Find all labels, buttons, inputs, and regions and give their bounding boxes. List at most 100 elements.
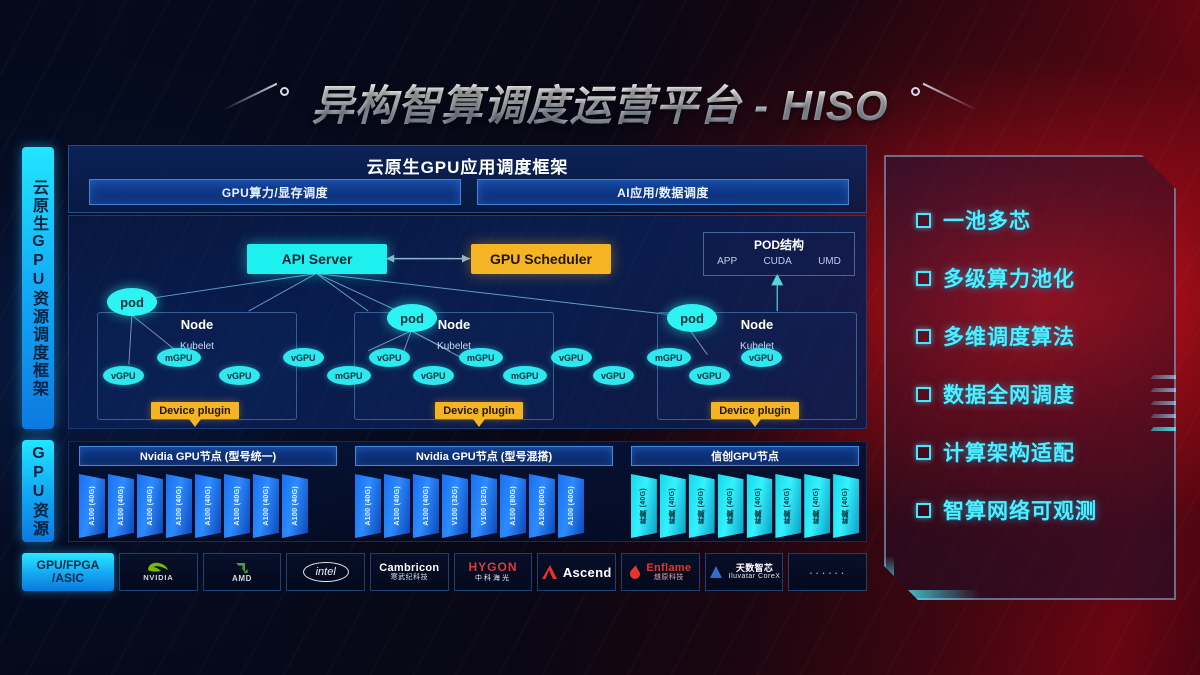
gpu-scheduler-label: GPU Scheduler bbox=[490, 251, 592, 267]
ascend-logo-icon bbox=[541, 564, 557, 579]
gpu-chip-n1-1[interactable]: vGPU bbox=[413, 366, 454, 385]
feature-item-3[interactable]: 数据全网调度 bbox=[916, 365, 1174, 423]
panel-corner-accent-vertical-icon bbox=[884, 556, 894, 590]
gpu-chip-n0-0[interactable]: vGPU bbox=[103, 366, 144, 385]
pod-layer-umd: UMD bbox=[818, 256, 841, 267]
checkbox-square-icon bbox=[916, 387, 931, 402]
device-plugin-2[interactable]: Device plugin bbox=[711, 402, 799, 419]
vendor-enflame[interactable]: Enflame 燧原科技 bbox=[621, 553, 700, 591]
checkbox-square-icon bbox=[916, 329, 931, 344]
cambricon-logo-icon: Cambricon 寒武纪科技 bbox=[379, 562, 439, 583]
pod-layer-app: APP bbox=[717, 256, 738, 267]
framework-subbar-gpu-compute[interactable]: GPU算力/显存调度 bbox=[89, 179, 461, 205]
pod-structure-box: POD结构 APP CUDA UMD bbox=[703, 232, 855, 276]
gpu-card[interactable]: A100 (40G) bbox=[253, 474, 279, 538]
vendor-ascend[interactable]: Ascend bbox=[537, 553, 617, 591]
gpu-card[interactable]: A100 (40G) bbox=[282, 474, 308, 538]
gpu-card[interactable]: A100 (40G) bbox=[79, 474, 105, 538]
gpu-card[interactable]: 昇腾 (40G) bbox=[717, 474, 744, 538]
panel-chevron-decoration-icon bbox=[1152, 375, 1186, 445]
gpu-card[interactable]: 昇腾 (40G) bbox=[631, 474, 657, 538]
title-left-ornament-icon bbox=[223, 82, 295, 119]
gpu-card[interactable]: A100 (40G) bbox=[224, 474, 250, 538]
device-plugin-0[interactable]: Device plugin bbox=[151, 402, 239, 419]
gpu-group-1: Nvidia GPU节点 (型号混搭) A100 (40G) A100 (40G… bbox=[355, 446, 613, 541]
gpu-card[interactable]: A100 (40G) bbox=[558, 474, 584, 538]
vendor-enflame-sub: 燧原科技 bbox=[653, 574, 684, 582]
section-band-framework: 云原生GPU资源调度框架 bbox=[22, 147, 54, 429]
gpu-chip-float-1[interactable]: mGPU bbox=[327, 366, 371, 385]
node-name-1: Node bbox=[437, 317, 471, 332]
gpu-card[interactable]: 昇腾 (40G) bbox=[804, 474, 831, 538]
framework-subbar-gpu-compute-label: GPU算力/显存调度 bbox=[221, 185, 329, 200]
feature-item-0[interactable]: 一池多芯 bbox=[916, 191, 1174, 249]
gpu-chip-n2-1[interactable]: vGPU bbox=[689, 366, 730, 385]
gpu-scheduler-box[interactable]: GPU Scheduler bbox=[471, 244, 611, 274]
gpu-card[interactable]: A100 (40G) bbox=[166, 474, 192, 538]
vendor-hygon[interactable]: HYGON 中科海光 bbox=[453, 553, 533, 591]
enflame-logo-icon bbox=[630, 564, 641, 579]
pod-label-1: pod bbox=[400, 310, 424, 326]
kubelet-label-2: Kubelet bbox=[740, 341, 774, 352]
gpu-card[interactable]: 昇腾 (40G) bbox=[659, 474, 686, 538]
vendor-cambricon[interactable]: Cambricon 寒武纪科技 bbox=[370, 553, 449, 591]
api-server-box[interactable]: API Server bbox=[247, 244, 387, 274]
vendor-amd-name: AMD bbox=[231, 573, 253, 583]
gpu-chip-float-3[interactable]: vGPU bbox=[593, 366, 634, 385]
checkbox-square-icon bbox=[916, 503, 931, 518]
gpu-chip-float-2[interactable]: vGPU bbox=[551, 348, 592, 367]
gpu-card[interactable]: V100 (32G) bbox=[442, 474, 468, 538]
feature-item-1[interactable]: 多级算力池化 bbox=[916, 249, 1174, 307]
device-plugin-arrow-1-icon bbox=[473, 419, 485, 427]
gpu-card[interactable]: A100 (80G) bbox=[529, 474, 555, 538]
gpu-card[interactable]: A100 (40G) bbox=[413, 474, 439, 538]
gpu-chip-n0-1[interactable]: mGPU bbox=[157, 348, 201, 367]
amd-logo-icon bbox=[236, 562, 248, 573]
node-name-0: Node bbox=[180, 317, 214, 332]
gpu-chip-n1-0[interactable]: vGPU bbox=[369, 348, 410, 367]
gpu-card[interactable]: A100 (40G) bbox=[384, 474, 410, 538]
pod-badge-1[interactable]: pod bbox=[387, 304, 437, 332]
gpu-card[interactable]: A100 (40G) bbox=[355, 474, 381, 538]
device-plugin-arrow-2-icon bbox=[749, 419, 761, 427]
pod-structure-layers: APP CUDA UMD bbox=[704, 256, 854, 267]
vendor-amd[interactable]: AMD bbox=[202, 553, 282, 591]
checkbox-square-icon bbox=[916, 445, 931, 460]
device-plugin-1[interactable]: Device plugin bbox=[435, 402, 523, 419]
feature-item-3-label: 数据全网调度 bbox=[943, 384, 1075, 407]
gpu-chip-n2-2[interactable]: vGPU bbox=[741, 348, 782, 367]
feature-item-2[interactable]: 多维调度算法 bbox=[916, 307, 1174, 365]
gpu-card[interactable]: V100 (32G) bbox=[471, 474, 497, 538]
gpu-chip-n1-3[interactable]: mGPU bbox=[503, 366, 547, 385]
gpu-card[interactable]: A100 (40G) bbox=[108, 474, 134, 538]
gpu-card[interactable]: A100 (80G) bbox=[500, 474, 526, 538]
pod-badge-0[interactable]: pod bbox=[107, 288, 157, 316]
feature-item-4[interactable]: 计算架构适配 bbox=[916, 423, 1174, 481]
gpu-resource-row: Nvidia GPU节点 (型号统一) A100 (40G) A100 (40G… bbox=[68, 441, 867, 542]
vendor-hygon-sub: 中科海光 bbox=[475, 574, 512, 582]
framework-subbar-ai-data[interactable]: AI应用/数据调度 bbox=[477, 179, 849, 205]
pod-layer-cuda: CUDA bbox=[763, 256, 792, 267]
vendor-intel[interactable]: intel bbox=[286, 553, 366, 591]
vendor-ascend-name: Ascend bbox=[562, 564, 612, 580]
pod-badge-2[interactable]: pod bbox=[667, 304, 717, 332]
vendor-logo-row: GPU/FPGA /ASIC NVIDIA AMD bbox=[22, 553, 868, 591]
gpu-chip-n2-0[interactable]: mGPU bbox=[647, 348, 691, 367]
gpu-card[interactable]: 昇腾 (40G) bbox=[833, 474, 859, 538]
vendor-nvidia[interactable]: NVIDIA bbox=[119, 553, 198, 591]
gpu-chip-float-0[interactable]: vGPU bbox=[283, 348, 324, 367]
nvidia-logo-icon bbox=[148, 562, 169, 572]
gpu-card[interactable]: 昇腾 (40G) bbox=[688, 474, 715, 538]
gpu-card[interactable]: 昇腾 (40G) bbox=[746, 474, 773, 538]
api-server-label: API Server bbox=[281, 251, 353, 267]
gpu-chip-n0-2[interactable]: vGPU bbox=[219, 366, 260, 385]
framework-subbar-ai-data-label: AI应用/数据调度 bbox=[617, 185, 709, 200]
vendor-iluvatar[interactable]: 天数智芯 Iluvatar CoreX bbox=[704, 553, 784, 591]
gpu-chip-n1-2[interactable]: mGPU bbox=[459, 348, 503, 367]
gpu-card[interactable]: 昇腾 (40G) bbox=[775, 474, 802, 538]
gpu-card[interactable]: A100 (40G) bbox=[137, 474, 163, 538]
vendor-more[interactable]: ······ bbox=[788, 553, 868, 591]
feature-item-5[interactable]: 智算网络可观测 bbox=[916, 481, 1174, 539]
gpu-card[interactable]: A100 (40G) bbox=[195, 474, 221, 538]
